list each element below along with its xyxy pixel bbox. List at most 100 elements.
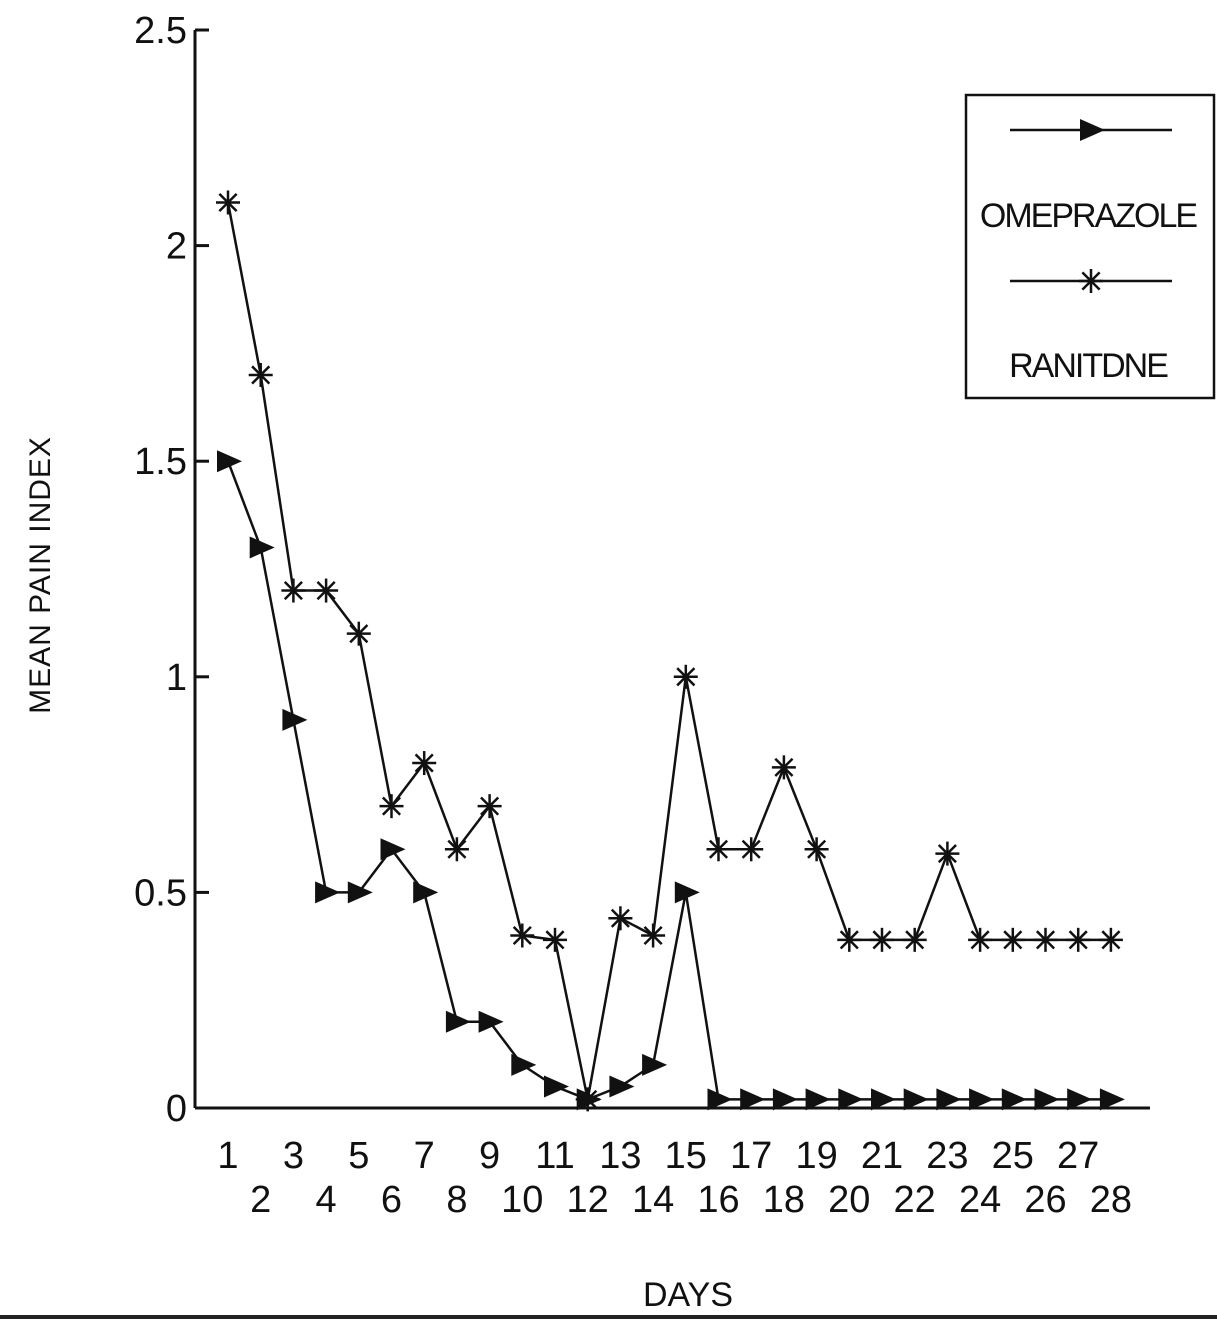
data-point	[1001, 1088, 1027, 1111]
data-point	[249, 536, 275, 559]
y-axis-label: MEAN PAIN INDEX	[24, 436, 57, 714]
y-tick-label: 0.5	[134, 872, 187, 914]
data-point	[805, 1088, 831, 1111]
x-tick-label: 27	[1057, 1135, 1099, 1177]
data-point	[413, 881, 439, 904]
data-point	[1000, 927, 1025, 952]
data-point	[739, 837, 764, 862]
x-tick-label: 19	[795, 1135, 837, 1177]
data-point	[608, 906, 633, 931]
y-tick-label: 1.5	[134, 441, 187, 483]
data-point	[707, 1088, 733, 1111]
legend: OMEPRAZOLE RANITDNE	[964, 93, 1216, 400]
legend-marker	[1080, 119, 1105, 141]
data-point	[543, 927, 567, 952]
data-point	[706, 837, 731, 862]
x-tick-label: 21	[861, 1135, 903, 1177]
x-tick-label: 14	[632, 1179, 674, 1221]
data-point	[575, 1087, 600, 1112]
data-point	[1034, 1088, 1060, 1111]
x-tick-label: 1	[217, 1135, 238, 1177]
data-point	[314, 578, 339, 603]
data-point	[1098, 927, 1123, 952]
x-tick-label: 16	[697, 1179, 739, 1221]
x-tick-label: 7	[414, 1135, 435, 1177]
y-tick-label: 1	[166, 657, 187, 699]
x-tick-label: 8	[446, 1179, 467, 1221]
x-tick-label: 13	[599, 1135, 641, 1177]
x-tick-label: 20	[828, 1179, 870, 1221]
data-point	[771, 755, 796, 780]
data-point	[772, 1088, 798, 1111]
data-point	[1066, 927, 1091, 952]
data-point	[673, 664, 698, 689]
data-point	[1099, 1088, 1125, 1111]
y-tick-label: 0	[166, 1088, 187, 1130]
data-point	[478, 1010, 504, 1033]
legend-label: OMEPRAZOLE	[980, 197, 1197, 235]
series-line	[226, 460, 1111, 1101]
legend-label: RANITDNE	[1009, 347, 1168, 385]
x-tick-label: 25	[992, 1135, 1034, 1177]
data-point	[347, 881, 373, 904]
data-point	[674, 881, 700, 904]
x-tick-label: 23	[926, 1135, 968, 1177]
x-tick-label: 2	[250, 1179, 271, 1221]
data-point	[871, 1088, 896, 1111]
data-point	[642, 1053, 668, 1076]
x-tick-label: 22	[894, 1179, 936, 1221]
data-point	[804, 837, 829, 862]
series-layer	[216, 190, 1125, 1112]
data-point	[544, 1075, 569, 1098]
data-point	[837, 927, 862, 952]
data-point	[936, 1088, 962, 1111]
data-point	[510, 923, 535, 948]
data-point	[511, 1053, 537, 1076]
data-point	[216, 190, 240, 215]
data-point	[412, 751, 437, 776]
x-tick-label: 17	[730, 1135, 772, 1177]
data-point	[379, 794, 404, 819]
data-point	[870, 927, 894, 952]
x-tick-label: 6	[381, 1179, 402, 1221]
x-tick-label: 12	[567, 1179, 609, 1221]
x-tick-label: 24	[959, 1179, 1001, 1221]
x-tick-label: 5	[348, 1135, 369, 1177]
series-ranitdne	[216, 190, 1123, 1112]
data-point	[346, 621, 371, 646]
series-line	[226, 202, 1111, 1100]
data-point	[282, 708, 308, 731]
y-tick-label: 2	[166, 226, 187, 268]
x-tick-label: 11	[535, 1135, 574, 1177]
x-axis-label: DAYS	[643, 1276, 733, 1314]
x-tick-label: 9	[479, 1135, 500, 1177]
data-point	[281, 578, 306, 603]
data-point	[477, 794, 502, 819]
data-point	[609, 1075, 635, 1098]
data-point	[968, 927, 993, 952]
x-tick-label: 28	[1090, 1179, 1132, 1221]
x-tick-label: 15	[665, 1135, 707, 1177]
legend-box	[964, 93, 1216, 400]
series-omeprazole	[217, 450, 1125, 1111]
y-tick-label: 2.5	[134, 10, 187, 52]
x-tick-label: 10	[501, 1179, 543, 1221]
x-tick-label: 18	[763, 1179, 805, 1221]
data-point	[969, 1088, 995, 1111]
data-point	[1033, 927, 1058, 952]
data-point	[902, 927, 927, 952]
data-point	[935, 841, 960, 866]
data-point	[903, 1088, 929, 1111]
x-tick-label: 26	[1024, 1179, 1066, 1221]
data-point	[445, 1010, 471, 1033]
data-point	[740, 1088, 766, 1111]
data-point	[838, 1088, 864, 1111]
legend-marker	[1079, 269, 1103, 293]
data-point	[380, 838, 406, 861]
x-tick-label: 4	[316, 1179, 337, 1221]
data-point	[641, 923, 666, 948]
data-point	[444, 837, 469, 862]
data-point	[217, 450, 242, 473]
data-point	[315, 881, 341, 904]
